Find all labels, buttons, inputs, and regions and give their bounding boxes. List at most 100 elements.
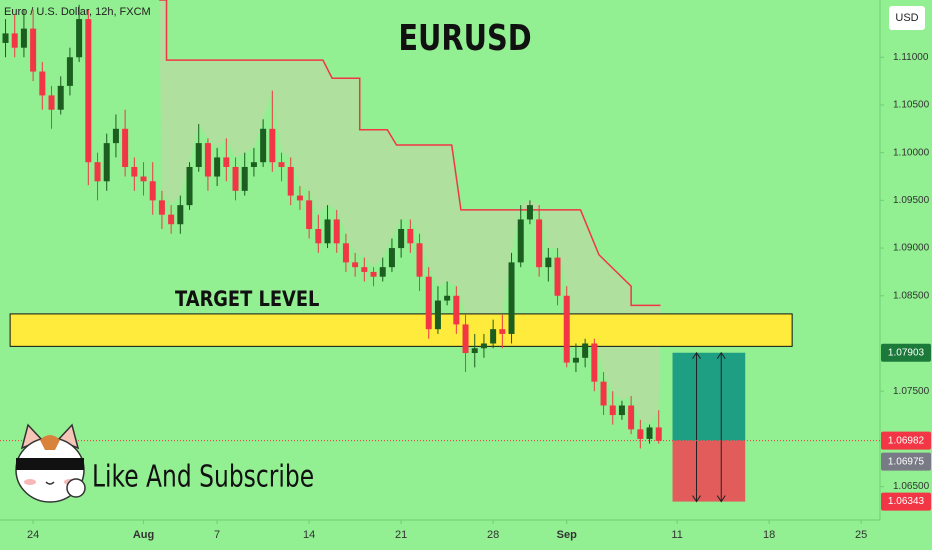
price-label: 1.06982 <box>888 435 925 446</box>
candle-body <box>508 262 515 334</box>
candle-body <box>11 33 18 48</box>
candle-body <box>545 257 552 268</box>
candle-body <box>66 57 73 86</box>
price-label: 1.06343 <box>888 496 925 507</box>
arrow-head <box>716 495 726 503</box>
candle-body <box>260 128 267 163</box>
candle-body <box>306 200 313 229</box>
candle-body <box>39 71 46 96</box>
candle-body <box>131 166 138 177</box>
candle-body <box>48 95 55 110</box>
candle-body <box>94 162 101 182</box>
candle-body <box>655 427 662 441</box>
candle-body <box>85 19 92 163</box>
candle-body <box>582 343 589 358</box>
candle-body <box>434 300 441 330</box>
candle-body <box>204 143 211 177</box>
stop-area <box>159 0 661 425</box>
candle-body <box>628 405 635 430</box>
symbol: Euro / U.S. Dollar, 12h, FXCM <box>4 6 151 18</box>
candle-body <box>76 19 83 58</box>
candle-body <box>333 219 340 244</box>
candle-body <box>103 143 110 182</box>
candle-body <box>572 357 579 363</box>
candle-body <box>20 28 27 48</box>
candle-body <box>471 348 478 354</box>
candle-body <box>214 157 221 177</box>
candle-body <box>361 267 368 272</box>
candle-body <box>480 343 487 349</box>
candle-body <box>444 295 451 301</box>
candle-body <box>499 329 506 334</box>
candle-body <box>278 162 285 167</box>
target-label: TARGET LEVEL <box>175 286 319 311</box>
candle-body <box>158 200 165 215</box>
y-tick-label: 1.09500 <box>893 195 930 206</box>
candle-body <box>186 166 193 206</box>
candle-body <box>296 195 303 201</box>
candle-body <box>416 243 423 277</box>
candle-body <box>315 228 322 244</box>
x-tick-label: 24 <box>27 529 39 541</box>
candle-body <box>140 176 147 182</box>
x-tick-label: 18 <box>763 529 775 541</box>
candle-body <box>618 405 625 416</box>
candle-body <box>352 262 359 268</box>
y-tick-label: 1.07500 <box>893 386 930 397</box>
stop-line <box>159 0 661 307</box>
candle-body <box>407 228 414 244</box>
candle-body <box>342 243 349 263</box>
candle-body <box>324 219 331 244</box>
candle-body <box>30 28 37 72</box>
arrow-head <box>692 351 701 360</box>
footer-text: Like And Subscribe <box>92 460 314 495</box>
candle-body <box>536 219 543 268</box>
position-profit <box>672 352 746 441</box>
candle-body <box>637 429 644 439</box>
candle-body <box>149 181 156 201</box>
candle-body <box>269 128 276 163</box>
candle-body <box>563 295 570 363</box>
candle-body <box>112 128 119 144</box>
candle-body <box>287 166 294 196</box>
price-label-box <box>881 452 931 471</box>
candle-body <box>646 427 653 439</box>
y-tick-label: 1.11000 <box>893 52 929 63</box>
candle-body <box>609 405 616 416</box>
x-tick-label: 14 <box>303 529 315 541</box>
candle-body <box>2 33 9 43</box>
candle-body <box>57 85 64 110</box>
x-tick-label: Aug <box>133 529 154 541</box>
candle-body <box>453 295 460 325</box>
candle-body <box>462 324 469 354</box>
currency-box <box>889 6 925 30</box>
candle-body <box>232 166 239 191</box>
candle-body <box>425 276 432 330</box>
position-loss <box>672 440 746 502</box>
x-tick-label: Sep <box>557 529 577 541</box>
candle-body <box>379 267 386 277</box>
candle-body <box>526 205 533 220</box>
y-tick-label: 1.09000 <box>893 243 930 254</box>
candle-body <box>554 257 561 296</box>
y-tick-label: 1.08500 <box>893 290 930 301</box>
price-label: 1.07903 <box>888 347 925 358</box>
candle-body <box>177 205 184 225</box>
x-tick-label: 28 <box>487 529 499 541</box>
candle-body <box>195 143 202 167</box>
candle-body <box>490 329 497 344</box>
arrow-head <box>716 351 726 360</box>
y-tick-label: 1.06500 <box>893 481 930 492</box>
price-label-box <box>881 492 931 511</box>
x-tick-label: 21 <box>395 529 407 541</box>
x-tick-label: 11 <box>671 529 682 541</box>
price-label-box <box>881 431 931 450</box>
candle-body <box>398 228 405 249</box>
currency: USD <box>895 12 918 24</box>
candle-body <box>370 271 377 277</box>
candle-body <box>168 214 175 225</box>
x-tick-label: 25 <box>855 529 867 541</box>
arrow-head <box>692 495 701 503</box>
candle-body <box>241 166 248 191</box>
